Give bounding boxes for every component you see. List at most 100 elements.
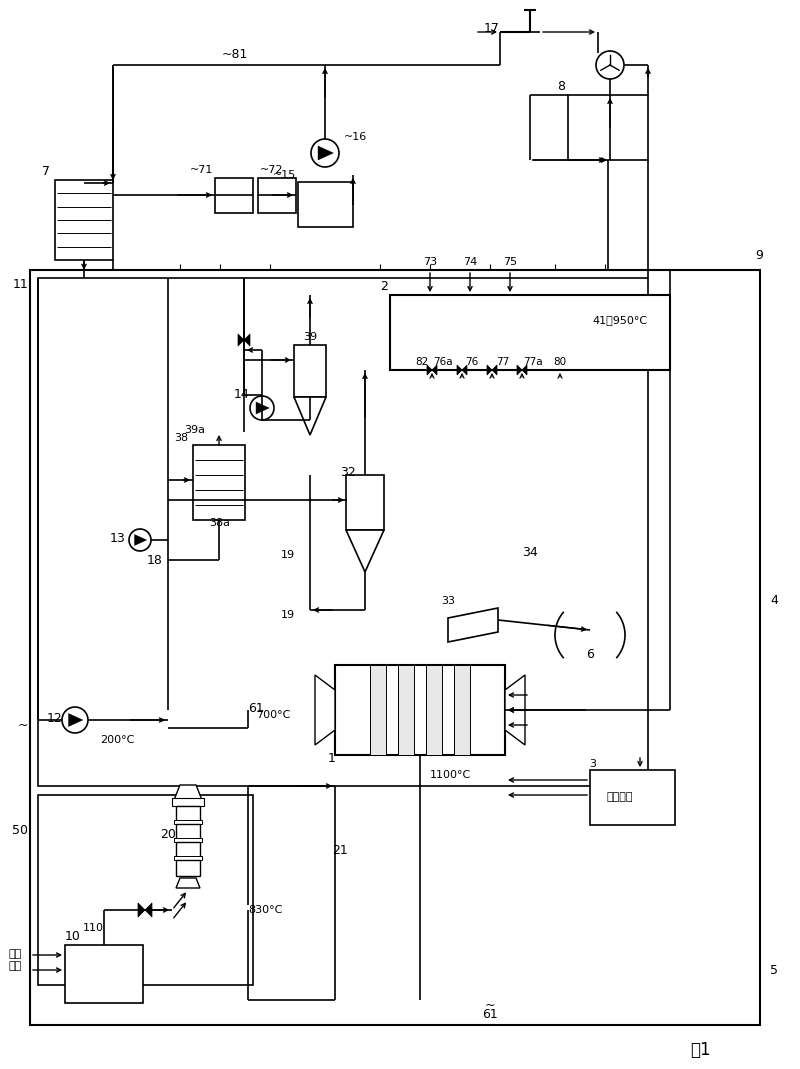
Bar (30, 270, 760, 1025)
Polygon shape (432, 365, 437, 375)
Polygon shape (457, 365, 462, 375)
Polygon shape (138, 903, 145, 917)
Text: 32: 32 (340, 465, 356, 479)
Bar (298, 182, 353, 227)
Bar (176, 842, 200, 858)
Polygon shape (174, 785, 202, 800)
Bar (390, 295, 670, 370)
Text: 11: 11 (12, 278, 28, 291)
Text: ~81: ~81 (222, 48, 248, 62)
Bar (335, 665, 505, 755)
Text: ~: ~ (485, 998, 495, 1011)
Text: 200°C: 200°C (100, 735, 134, 745)
Polygon shape (176, 878, 200, 888)
Bar (65, 945, 143, 1003)
Text: 34: 34 (522, 545, 538, 558)
Polygon shape (69, 713, 83, 727)
Bar (172, 797, 204, 806)
Bar (174, 820, 202, 824)
Polygon shape (256, 402, 269, 414)
Bar (426, 665, 442, 755)
Text: 74: 74 (463, 257, 477, 267)
Bar (38, 795, 253, 985)
Text: 77a: 77a (523, 357, 543, 367)
Polygon shape (522, 365, 527, 375)
Text: 41～950°C: 41～950°C (593, 315, 647, 325)
Text: 33: 33 (441, 597, 455, 606)
Text: 110: 110 (83, 923, 104, 933)
Text: 75: 75 (503, 257, 517, 267)
Polygon shape (244, 334, 250, 346)
Bar (590, 770, 675, 825)
Text: 19: 19 (281, 549, 295, 560)
Bar (370, 665, 386, 755)
Text: 61: 61 (482, 1008, 498, 1022)
Polygon shape (448, 608, 498, 642)
Text: 图1: 图1 (690, 1041, 710, 1059)
Bar (398, 665, 414, 755)
Text: 3: 3 (590, 759, 597, 769)
Text: 20: 20 (160, 828, 176, 841)
Bar (38, 278, 648, 786)
Text: 17: 17 (484, 21, 500, 34)
Text: 5: 5 (770, 963, 778, 976)
Polygon shape (134, 534, 146, 545)
Circle shape (250, 396, 274, 420)
Bar (174, 856, 202, 859)
Text: 76: 76 (466, 357, 478, 367)
Circle shape (129, 529, 151, 551)
Bar (55, 180, 113, 260)
Text: ~16: ~16 (344, 131, 367, 142)
Text: 10: 10 (65, 930, 81, 943)
Bar (294, 345, 326, 397)
Text: 700°C: 700°C (256, 710, 290, 721)
Text: 6: 6 (586, 649, 594, 662)
Text: 77: 77 (496, 357, 510, 367)
Polygon shape (145, 903, 152, 917)
Text: ~72: ~72 (260, 165, 283, 175)
Text: 12: 12 (47, 712, 63, 725)
Text: 辅助燃料: 辅助燃料 (606, 792, 634, 802)
Polygon shape (427, 365, 432, 375)
Text: 73: 73 (423, 257, 437, 267)
Text: 82: 82 (415, 357, 429, 367)
Bar (215, 179, 253, 213)
Text: 污水
污泥: 污水 污泥 (9, 949, 22, 971)
Circle shape (596, 51, 624, 79)
Text: 8: 8 (557, 80, 565, 93)
Text: 1: 1 (328, 752, 336, 764)
Bar (176, 859, 200, 876)
Polygon shape (315, 675, 335, 745)
Text: 76a: 76a (433, 357, 453, 367)
Text: 830°C: 830°C (248, 905, 282, 915)
Text: 61: 61 (248, 701, 264, 714)
Bar (176, 806, 200, 822)
Text: 39: 39 (303, 332, 317, 342)
Polygon shape (346, 530, 384, 572)
Bar (193, 445, 245, 520)
Text: 50: 50 (12, 823, 28, 837)
Text: 19: 19 (281, 610, 295, 620)
Text: ~71: ~71 (190, 165, 213, 175)
Polygon shape (505, 675, 525, 745)
Polygon shape (492, 365, 497, 375)
Text: ~15: ~15 (273, 170, 296, 180)
Text: 38a: 38a (210, 518, 230, 528)
Circle shape (311, 139, 339, 167)
Bar (454, 665, 470, 755)
Text: 9: 9 (755, 249, 763, 262)
Bar (258, 179, 296, 213)
Text: 18: 18 (147, 554, 163, 567)
Text: 4: 4 (770, 593, 778, 606)
Polygon shape (318, 146, 334, 160)
Text: 14: 14 (234, 388, 250, 402)
Text: 1100°C: 1100°C (430, 770, 470, 780)
Text: 2: 2 (380, 280, 388, 293)
Circle shape (62, 707, 88, 733)
Polygon shape (294, 397, 326, 435)
Polygon shape (238, 334, 244, 346)
Bar (346, 475, 384, 530)
Text: 13: 13 (110, 531, 126, 544)
Text: 80: 80 (554, 357, 566, 367)
Text: 39a: 39a (184, 425, 205, 435)
